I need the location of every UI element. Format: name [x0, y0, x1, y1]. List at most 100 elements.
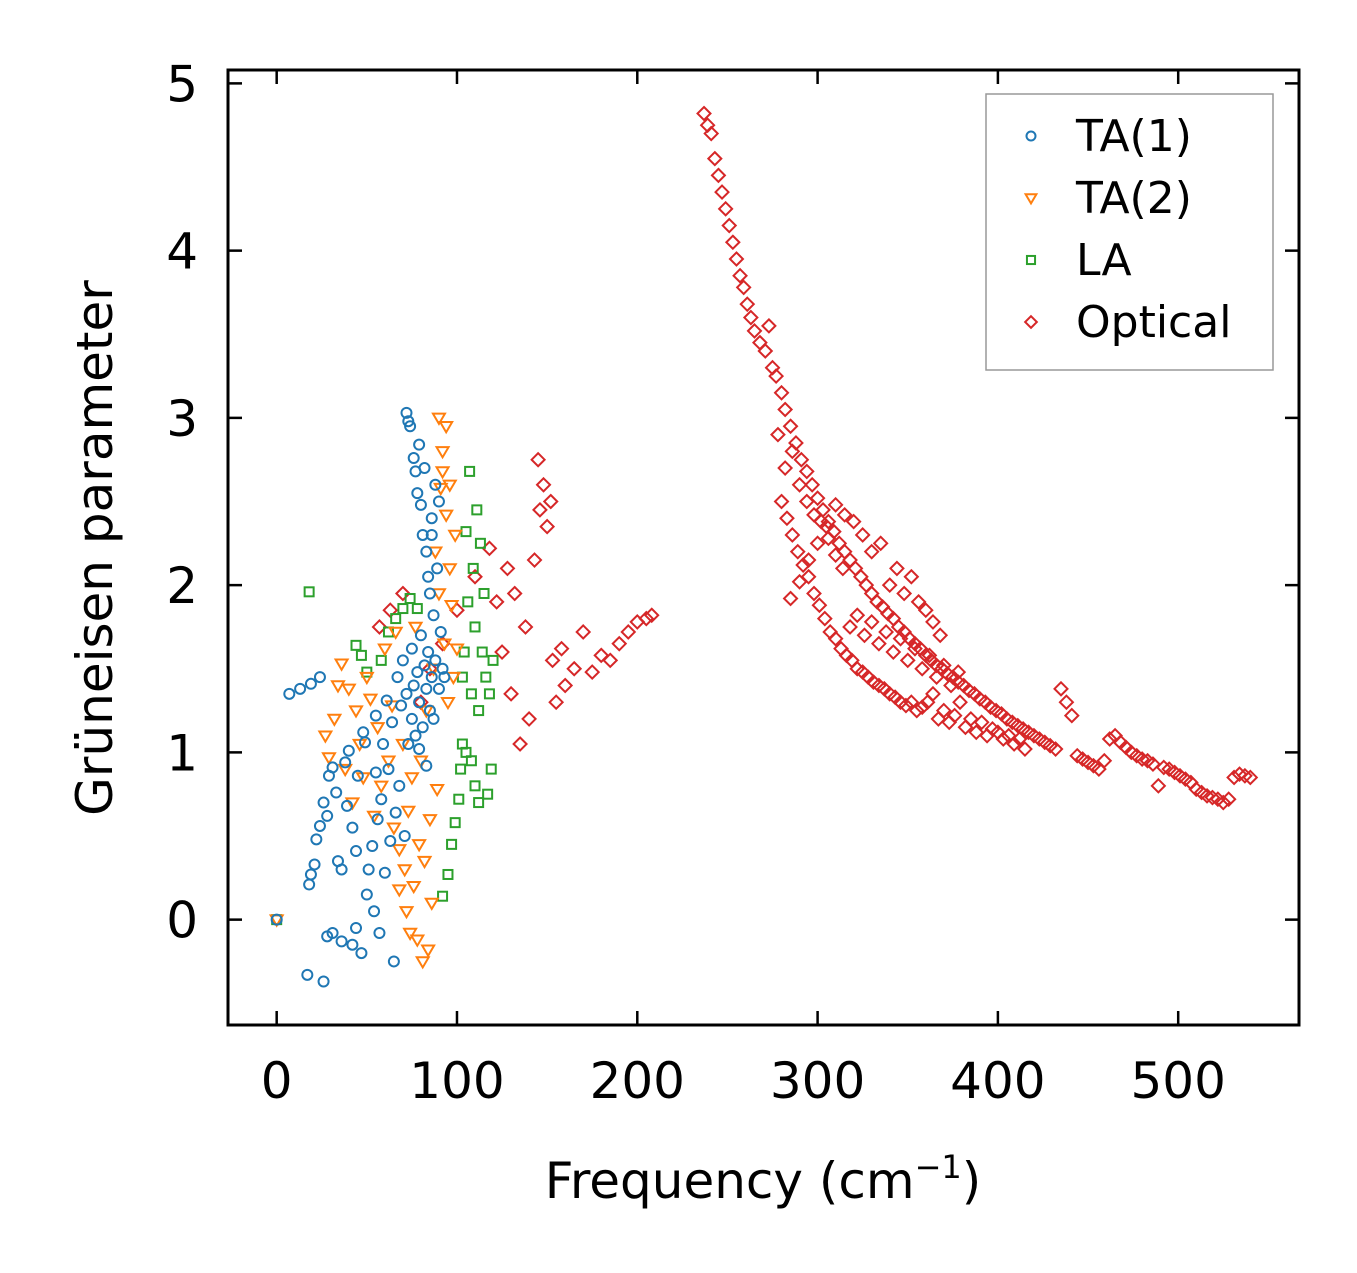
- data-point: [355, 649, 367, 661]
- data-point: [793, 451, 810, 468]
- data-point: [820, 513, 837, 530]
- data-point: [770, 426, 786, 443]
- data-point: [313, 819, 326, 832]
- data-point: [845, 513, 862, 530]
- plot-frame: [226, 68, 1301, 1027]
- data-point: [378, 866, 391, 879]
- data-point: [798, 493, 815, 510]
- data-point: [440, 697, 456, 711]
- data-point: [467, 568, 483, 585]
- data-point: [1155, 759, 1172, 776]
- legend-entries: TA(1) TA(2) LA Optical: [1023, 111, 1231, 348]
- data-point: [391, 884, 408, 898]
- data-point: [782, 418, 799, 435]
- data-point: [447, 529, 463, 543]
- data-point: [932, 627, 949, 644]
- data-point: [431, 588, 447, 602]
- data-point: [422, 814, 438, 828]
- data-point: [935, 702, 952, 719]
- data-point: [1011, 731, 1028, 747]
- data-point: [455, 763, 467, 775]
- data-point: [566, 660, 583, 677]
- data-point: [442, 563, 458, 577]
- data-point: [337, 763, 353, 778]
- data-point: [827, 630, 844, 647]
- data-point: [815, 501, 831, 518]
- data-point: [921, 647, 938, 664]
- data-point: [321, 752, 337, 766]
- data-point: [503, 685, 519, 702]
- x-tick-label: 0: [261, 1052, 293, 1110]
- data-point: [413, 743, 426, 756]
- data-point: [482, 788, 494, 800]
- data-point: [386, 822, 402, 836]
- data-point: [384, 835, 397, 848]
- data-point: [784, 443, 801, 460]
- data-point: [453, 793, 465, 805]
- data-point: [928, 669, 945, 686]
- x-axis-label-sup: −1: [915, 1148, 962, 1186]
- data-point: [409, 934, 426, 948]
- data-point: [476, 646, 488, 658]
- data-point: [473, 797, 485, 809]
- data-point: [870, 635, 887, 652]
- data-point: [721, 217, 738, 234]
- data-point: [478, 587, 490, 599]
- data-point: [394, 585, 411, 602]
- series-optical: [371, 105, 1259, 811]
- data-point: [303, 586, 315, 598]
- data-point: [696, 105, 712, 122]
- data-point: [434, 635, 451, 652]
- data-point: [294, 682, 307, 695]
- data-point: [366, 810, 382, 824]
- data-point: [789, 543, 806, 560]
- data-point: [521, 711, 538, 727]
- data-point: [494, 644, 510, 660]
- data-point: [885, 644, 902, 660]
- data-point: [414, 956, 431, 970]
- marks-layer: [268, 105, 1259, 988]
- data-point: [717, 200, 734, 217]
- data-point: [411, 487, 424, 500]
- data-point: [863, 614, 880, 630]
- data-point: [703, 125, 720, 142]
- data-point: [480, 671, 492, 683]
- data-point: [330, 680, 346, 694]
- data-point: [449, 643, 465, 657]
- data-point: [438, 509, 454, 523]
- data-point: [714, 184, 730, 201]
- data-point: [1215, 794, 1232, 811]
- data-point: [369, 722, 386, 736]
- data-point: [557, 677, 574, 694]
- data-point: [1204, 789, 1221, 806]
- data-point: [391, 671, 404, 684]
- data-point: [548, 694, 565, 711]
- data-point: [429, 783, 445, 798]
- data-point: [487, 654, 499, 666]
- data-point: [432, 495, 445, 508]
- data-point: [532, 501, 548, 518]
- data-point: [362, 863, 375, 876]
- data-point: [396, 654, 409, 667]
- data-point: [488, 593, 505, 610]
- legend-label: TA(1): [1075, 111, 1192, 162]
- data-point: [390, 613, 402, 625]
- data-point: [968, 724, 985, 741]
- data-point: [575, 624, 592, 640]
- data-point: [404, 593, 416, 605]
- data-point: [804, 476, 821, 493]
- data-point: [872, 535, 889, 552]
- data-point: [483, 688, 495, 700]
- data-point: [283, 687, 296, 700]
- data-point: [449, 817, 461, 829]
- data-point: [469, 780, 481, 792]
- data-point: [423, 897, 440, 911]
- data-point: [369, 766, 382, 779]
- data-point: [350, 845, 363, 858]
- data-point: [270, 913, 283, 926]
- data-point: [751, 334, 768, 351]
- data-point: [342, 744, 355, 757]
- data-point: [413, 696, 426, 709]
